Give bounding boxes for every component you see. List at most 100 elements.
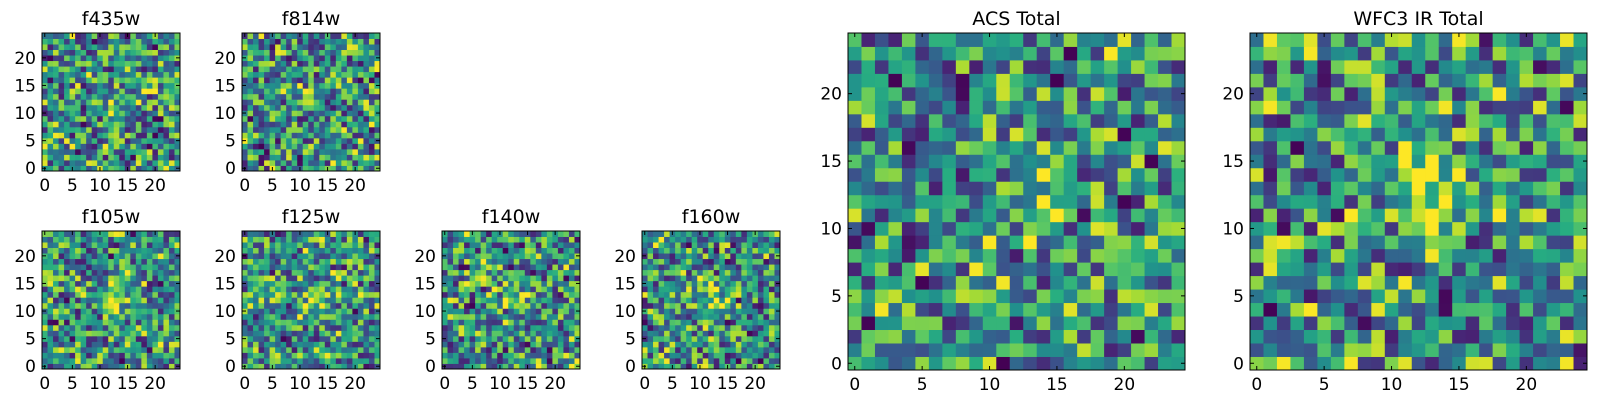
heatmap-cell xyxy=(69,88,76,95)
heatmap-cell xyxy=(513,319,520,326)
heatmap-cell xyxy=(502,352,509,359)
heatmap-cell xyxy=(458,363,465,370)
heatmap-cell xyxy=(1303,316,1318,331)
heatmap-cell xyxy=(969,235,984,250)
heatmap-cell xyxy=(901,33,916,47)
heatmap-cell xyxy=(313,143,320,150)
heatmap-cell xyxy=(152,313,159,320)
heatmap-cell xyxy=(486,275,493,282)
x-tick-label: 15 xyxy=(117,374,139,394)
heatmap-cell xyxy=(888,275,903,290)
heatmap-cell xyxy=(741,291,748,298)
heatmap-cell xyxy=(275,55,282,62)
heatmap-cell xyxy=(568,242,575,249)
heatmap-cell xyxy=(291,132,298,139)
x-tick-label: 20 xyxy=(544,374,566,394)
heatmap-cell xyxy=(80,291,87,298)
heatmap-cell xyxy=(1104,33,1119,47)
heatmap-cell xyxy=(91,44,98,51)
heatmap-cell xyxy=(91,132,98,139)
heatmap-cell xyxy=(80,330,87,337)
heatmap-cell xyxy=(253,121,260,128)
heatmap-cell xyxy=(108,247,115,254)
heatmap-cell xyxy=(168,132,175,139)
heatmap-cell xyxy=(982,275,997,290)
heatmap-cell xyxy=(168,363,175,370)
heatmap-cell xyxy=(1276,275,1291,290)
heatmap-cell xyxy=(319,159,326,166)
heatmap-cell xyxy=(480,341,487,348)
heatmap-cell xyxy=(352,291,359,298)
heatmap-cell xyxy=(680,335,687,342)
heatmap-cell xyxy=(91,330,98,337)
heatmap-cell xyxy=(1131,194,1146,209)
heatmap-cell xyxy=(174,104,181,111)
heatmap-cell xyxy=(291,330,298,337)
heatmap-cell xyxy=(319,154,326,161)
heatmap-cell xyxy=(1330,316,1345,331)
heatmap-cell xyxy=(374,115,381,122)
heatmap-cell xyxy=(97,55,104,62)
heatmap-cell xyxy=(563,291,570,298)
heatmap-cell xyxy=(741,302,748,309)
heatmap-cell xyxy=(691,324,698,331)
x-tick-label: 10 xyxy=(489,374,511,394)
heatmap-cell xyxy=(752,275,759,282)
heatmap-cell xyxy=(1438,302,1453,317)
heatmap-cell xyxy=(346,104,353,111)
heatmap-cell xyxy=(141,352,148,359)
heatmap-cell xyxy=(91,302,98,309)
heatmap-cell xyxy=(535,297,542,304)
heatmap-cell xyxy=(357,49,364,56)
heatmap-cell xyxy=(135,88,142,95)
heatmap-cell xyxy=(730,286,737,293)
heatmap-cell xyxy=(124,38,131,45)
heatmap-cell xyxy=(75,93,82,100)
heatmap-cell xyxy=(308,346,315,353)
heatmap-cell xyxy=(69,104,76,111)
heatmap-cell xyxy=(330,346,337,353)
heatmap-cell xyxy=(352,264,359,271)
heatmap-cell xyxy=(1438,167,1453,182)
heatmap-cell xyxy=(130,121,137,128)
heatmap-cell xyxy=(352,77,359,84)
heatmap-cell xyxy=(774,236,781,243)
heatmap-cell xyxy=(352,308,359,315)
heatmap-cell xyxy=(552,352,559,359)
heatmap-cell xyxy=(1144,140,1159,155)
heatmap-cell xyxy=(297,71,304,78)
heatmap-cell xyxy=(58,121,65,128)
heatmap-cell xyxy=(53,71,60,78)
heatmap-cell xyxy=(568,319,575,326)
heatmap-cell xyxy=(291,165,298,172)
heatmap-cell xyxy=(113,110,120,117)
heatmap-cell xyxy=(53,115,60,122)
heatmap-cell xyxy=(157,38,164,45)
heatmap-cell xyxy=(297,291,304,298)
heatmap-cell xyxy=(1090,46,1105,61)
heatmap-cell xyxy=(297,341,304,348)
heatmap-cell xyxy=(157,291,164,298)
heatmap-cell xyxy=(686,275,693,282)
heatmap-cell xyxy=(174,319,181,326)
heatmap-cell xyxy=(491,275,498,282)
heatmap-cell xyxy=(247,55,254,62)
heatmap-cell xyxy=(741,258,748,265)
heatmap-cell xyxy=(269,319,276,326)
heatmap-cell xyxy=(91,280,98,287)
heatmap-cell xyxy=(330,126,337,133)
heatmap-cell xyxy=(346,346,353,353)
heatmap-cell xyxy=(330,121,337,128)
heatmap-cell xyxy=(1371,221,1386,236)
heatmap-cell xyxy=(86,49,93,56)
heatmap-cell xyxy=(69,324,76,331)
heatmap-cell xyxy=(708,302,715,309)
heatmap-cell xyxy=(969,356,984,371)
heatmap-cell xyxy=(174,258,181,265)
heatmap-cell xyxy=(1104,100,1119,115)
heatmap-cell xyxy=(64,44,71,51)
heatmap-cell xyxy=(557,308,564,315)
heatmap-cell xyxy=(574,275,581,282)
heatmap-cell xyxy=(47,291,54,298)
heatmap-cell xyxy=(848,127,862,142)
